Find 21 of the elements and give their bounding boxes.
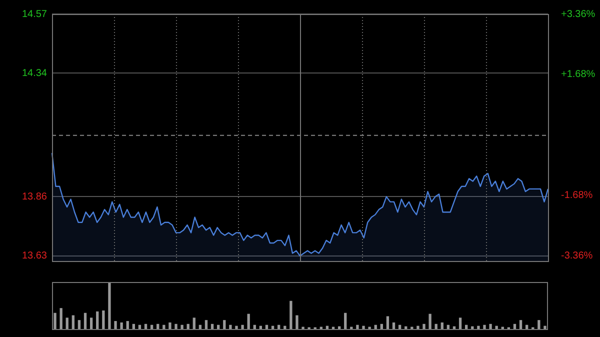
bar (60, 308, 62, 330)
bar (168, 322, 172, 330)
y2-tick-label: -1.68% (561, 190, 593, 202)
bar (174, 324, 178, 330)
bar (428, 314, 432, 330)
bar (489, 324, 492, 330)
bar (296, 315, 298, 330)
bar (422, 324, 426, 330)
y2-tick-label: +1.68% (561, 69, 596, 80)
y2-tick-label: +3.36% (561, 8, 596, 20)
y-tick-label: 13.86 (22, 191, 48, 202)
y-tick-label: 13.63 (22, 250, 48, 262)
bar (290, 300, 292, 330)
y2-tick-label: -3.36% (561, 250, 593, 262)
bar (538, 320, 540, 330)
bar (120, 322, 123, 330)
y-tick-label: 14.57 (22, 8, 48, 20)
bar (114, 321, 117, 330)
y-tick-label: 14.34 (22, 68, 48, 79)
bar (54, 312, 56, 330)
bar (108, 282, 111, 330)
